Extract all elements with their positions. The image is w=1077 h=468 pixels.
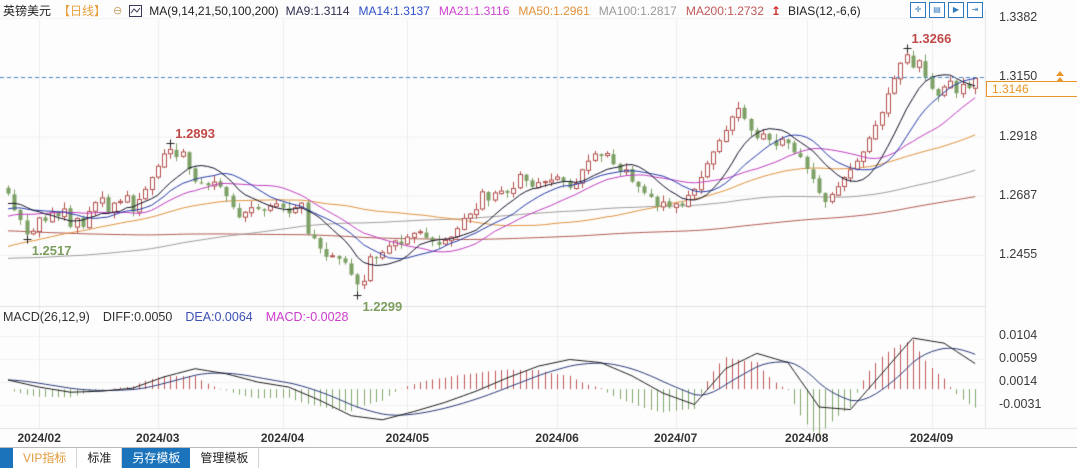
ma-value-3: MA21:1.3116 xyxy=(438,3,510,18)
price-alert-arrows-icon[interactable] xyxy=(1056,70,1064,83)
x-axis-month-label: 2024/06 xyxy=(535,431,579,445)
macd-settings-label: MACD(26,12,9) xyxy=(3,310,90,324)
ma-values: MA9:1.3114 MA14:1.3137 MA21:1.3116 MA50:1.2… xyxy=(286,4,764,18)
indicator-chart-icon[interactable] xyxy=(129,4,143,17)
jump-latest-icon[interactable]: ⇥ xyxy=(967,2,983,18)
zoom-fit-icon[interactable]: ▤ xyxy=(929,2,945,18)
price-axis-tick: 1.2687 xyxy=(999,187,1038,202)
x-axis-month-label: 2024/05 xyxy=(385,431,430,445)
price-axis-tick: 1.3382 xyxy=(999,10,1038,24)
bias-settings-label: BIAS(12,-6,6) xyxy=(787,3,861,18)
macd-axis-tick: 0.0014 xyxy=(999,374,1038,388)
ma-value-4: MA50:1.2961 xyxy=(518,3,590,18)
macd-macd-value: MACD:-0.0028 xyxy=(265,310,349,324)
x-axis-month-label: 2024/02 xyxy=(17,431,61,445)
price-axis-tick: 1.2455 xyxy=(999,247,1038,261)
tab-2[interactable]: 标准 xyxy=(77,448,123,468)
ma-settings-label: MA(9,14,21,50,100,200) xyxy=(149,3,279,18)
x-axis-month-label: 2024/09 xyxy=(909,431,954,445)
chart-header: 英镑美元 【日线】 ⊖ MA(9,14,21,50,100,200) MA9:1… xyxy=(3,2,861,19)
macd-axis-tick: 0.0059 xyxy=(999,351,1038,365)
x-axis-month-label: 2024/04 xyxy=(260,431,305,445)
high-price-annotation: 1.3266 xyxy=(911,30,952,46)
tab-1[interactable]: VIP指标 xyxy=(13,448,78,468)
red-pin-arrow-icon[interactable]: ↥ xyxy=(770,3,781,18)
crosshair-icon[interactable]: ✛ xyxy=(910,2,926,18)
ma-value-1: MA9:1.3114 xyxy=(285,3,350,18)
price-axis-tick: 1.2918 xyxy=(999,128,1038,143)
template-tab-bar: VIP指标 标准 另存模板 管理模板 xyxy=(0,447,1077,468)
template-tabs: VIP指标 标准 另存模板 管理模板 xyxy=(13,448,260,468)
collapse-circle-icon[interactable]: ⊖ xyxy=(113,5,123,17)
ma-value-6: MA200:1.2732 xyxy=(685,3,764,18)
x-axis-month-label: 2024/07 xyxy=(653,431,698,445)
macd-diff-value: DIFF:0.0050 xyxy=(102,310,173,324)
tab-3[interactable]: 另存模板 xyxy=(122,448,191,468)
last-price-badge: 1.3146 xyxy=(986,81,1077,97)
low-price-annotation: 1.2299 xyxy=(362,298,403,314)
x-axis-month-label: 2024/03 xyxy=(136,431,180,445)
tab-4[interactable]: 管理模板 xyxy=(190,448,260,468)
ma-value-5: MA100:1.2817 xyxy=(598,3,677,18)
symbol-name: 英镑美元 xyxy=(3,4,52,18)
ma-value-2: MA14:1.3137 xyxy=(358,3,430,18)
high-price-annotation: 1.2893 xyxy=(175,126,215,142)
low-price-annotation: 1.2517 xyxy=(31,243,72,259)
tabbar-accent-block xyxy=(0,448,13,468)
price-axis-tick: 1.3150 xyxy=(999,69,1038,84)
scroll-right-icon[interactable]: ▶ xyxy=(948,2,964,18)
period-label[interactable]: 【日线】 xyxy=(58,4,107,18)
chart-toolbar: ✛ ▤ ▶ ⇥ xyxy=(910,2,983,18)
macd-axis-tick: 0.0104 xyxy=(999,328,1038,342)
macd-header: MACD(26,12,9) DIFF:0.0050 DEA:0.0064 MAC… xyxy=(3,310,348,324)
macd-axis-tick: -0.0031 xyxy=(999,397,1042,411)
x-axis-month-label: 2024/08 xyxy=(785,431,829,445)
macd-dea-value: DEA:0.0064 xyxy=(185,310,253,324)
